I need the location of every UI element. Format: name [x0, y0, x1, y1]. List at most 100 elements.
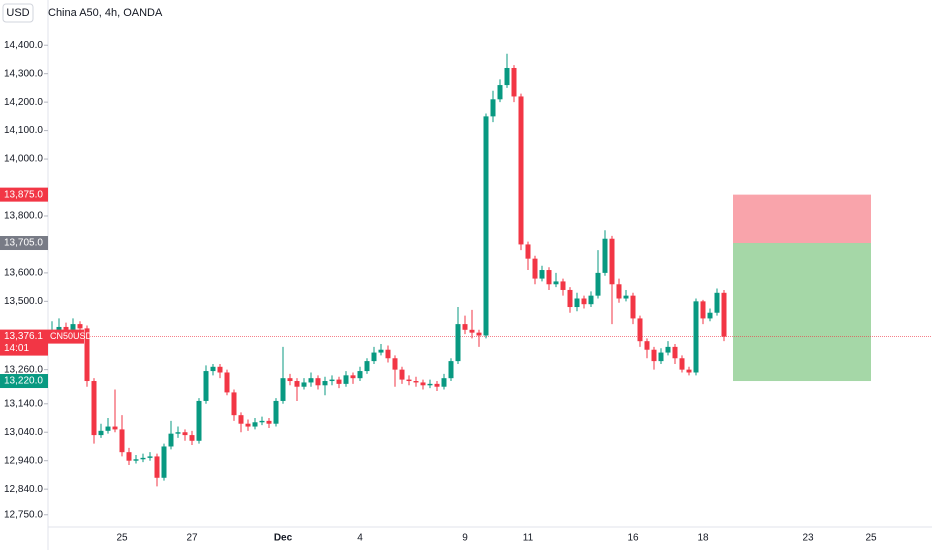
- countdown: 14:01: [4, 343, 29, 354]
- candle-body: [273, 400, 279, 424]
- last-price-label: 13,376.1: [4, 331, 43, 342]
- candle-body: [315, 378, 321, 386]
- candle-body: [588, 295, 594, 305]
- target-label: 13,220.0: [4, 376, 43, 387]
- candle-body: [280, 378, 286, 401]
- candle-body: [56, 326, 62, 332]
- candle-body: [63, 326, 69, 330]
- candle-body: [77, 324, 83, 329]
- candle-body: [651, 349, 657, 362]
- y-tick-label: 14,200.0: [4, 97, 43, 108]
- candle-body: [609, 238, 615, 285]
- candle-body: [91, 381, 97, 436]
- candle-body: [525, 244, 531, 259]
- candle-body: [658, 352, 664, 362]
- candle-body: [343, 375, 349, 384]
- chart-title: China A50, 4h, OANDA: [48, 7, 163, 19]
- candle-body: [287, 378, 293, 382]
- candle-body: [189, 435, 195, 441]
- x-tick-label: 11: [523, 533, 534, 544]
- x-tick-label: 25: [865, 533, 877, 544]
- y-tick-label: 13,500.0: [4, 296, 43, 307]
- stop-label: 13,875.0: [4, 189, 43, 200]
- candle-body: [518, 96, 524, 245]
- candle-body: [140, 457, 146, 460]
- y-tick-label: 13,260.0: [4, 364, 43, 375]
- y-tick-label: 13,040.0: [4, 427, 43, 438]
- target-label-box: [0, 374, 48, 389]
- x-tick-label: Dec: [274, 533, 293, 544]
- candle-body: [203, 371, 209, 401]
- x-tick-label: 27: [186, 533, 198, 544]
- x-tick-label: 18: [697, 533, 709, 544]
- x-tick-label: 25: [116, 533, 128, 544]
- candle-body: [714, 292, 720, 313]
- candle-body: [112, 426, 118, 430]
- candle-body: [504, 67, 510, 86]
- candle-body: [672, 346, 678, 359]
- y-tick-label: 12,750.0: [4, 509, 43, 520]
- candle-body: [497, 85, 503, 100]
- candle-body: [210, 366, 216, 372]
- y-tick-label: 12,840.0: [4, 484, 43, 495]
- candle-body: [294, 381, 300, 387]
- candle-body: [448, 361, 454, 379]
- candle-body: [168, 433, 174, 447]
- candle-body: [378, 349, 384, 353]
- symbol-label: CN50USD: [50, 331, 93, 341]
- target-zone: [733, 243, 871, 382]
- candle-body: [567, 289, 573, 308]
- candle-body: [175, 432, 181, 434]
- candle-body: [70, 324, 76, 330]
- candle-body: [105, 426, 111, 431]
- currency: USD: [6, 7, 29, 19]
- candle-body: [700, 301, 706, 319]
- candle-body: [406, 379, 412, 382]
- currency-button[interactable]: [2, 3, 34, 23]
- candle-body: [546, 270, 552, 285]
- candle-body: [119, 429, 125, 453]
- last-price-label-box: [0, 329, 48, 356]
- candle-body: [679, 358, 685, 370]
- candle-body: [539, 270, 545, 279]
- candle-body: [707, 312, 713, 319]
- candle-body: [329, 379, 335, 382]
- candle-body: [385, 349, 391, 359]
- candle-body: [602, 238, 608, 273]
- candle-body: [420, 382, 426, 386]
- candle-body: [133, 459, 139, 461]
- y-tick-label: 12,940.0: [4, 455, 43, 466]
- x-tick-label: 4: [357, 533, 363, 544]
- candle-body: [231, 392, 237, 416]
- candle-body: [637, 318, 643, 342]
- candle-body: [259, 420, 265, 423]
- candle-body: [644, 341, 650, 350]
- candle-body: [308, 378, 314, 383]
- candle-body: [434, 383, 440, 387]
- candle-body: [532, 258, 538, 279]
- candle-body: [623, 295, 629, 299]
- candle-body: [350, 375, 356, 379]
- candle-body: [98, 430, 104, 436]
- candle-body: [721, 292, 727, 337]
- candle-body: [301, 382, 307, 387]
- symbol-box: [48, 329, 84, 344]
- candle-body: [364, 361, 370, 372]
- candle-body: [126, 452, 132, 461]
- candle-body: [630, 295, 636, 319]
- candle-body: [245, 423, 251, 427]
- candle-body: [490, 99, 496, 117]
- candle-body: [455, 324, 461, 362]
- y-tick-label: 13,140.0: [4, 398, 43, 409]
- y-tick-label: 14,400.0: [4, 40, 43, 51]
- candle-body: [686, 369, 692, 373]
- candle-body: [84, 328, 90, 382]
- candle-body: [336, 379, 342, 384]
- x-tick-label: 16: [627, 533, 639, 544]
- y-tick-label: 13,600.0: [4, 268, 43, 279]
- candle-body: [154, 456, 160, 478]
- y-tick-label: 14,300.0: [4, 68, 43, 79]
- candle-body: [441, 378, 447, 387]
- candle-body: [266, 420, 272, 424]
